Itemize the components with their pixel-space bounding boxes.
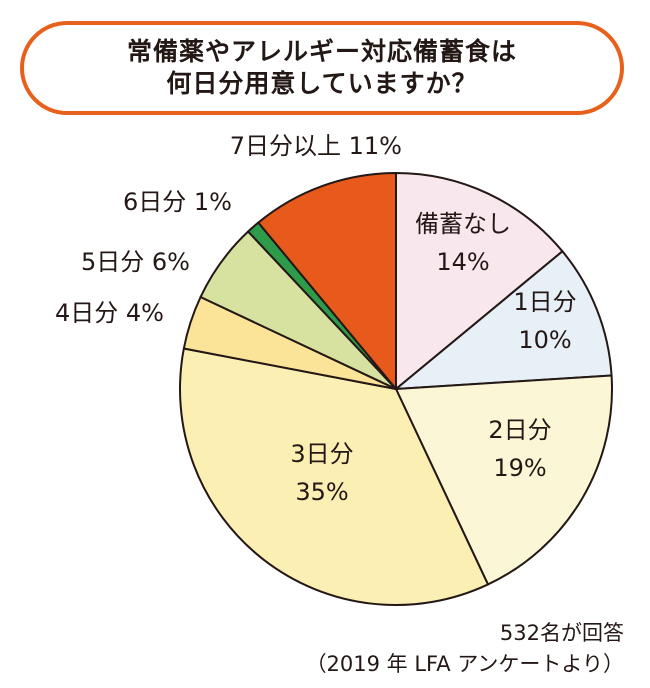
- pie-slice-2: [395, 374, 613, 586]
- title-line-1: 常備薬やアレルギー対応備蓄食は: [126, 37, 517, 66]
- respondent-count: 532名が回答: [499, 621, 624, 645]
- source-note: （2019 年 LFA アンケートより）: [305, 652, 624, 676]
- pie-slice-1: [395, 250, 613, 390]
- title-line-2: 何日分用意していますか？: [166, 69, 478, 98]
- slice-label-5: 5日分 6%: [81, 248, 190, 276]
- slice-percent-0: 14%: [436, 248, 489, 276]
- slice-percent-1: 10%: [518, 326, 571, 354]
- pie-slice-0: [395, 172, 564, 390]
- slice-label-2: 2日分: [488, 416, 551, 444]
- title-box: 常備薬やアレルギー対応備蓄食は 何日分用意していますか？: [20, 21, 624, 115]
- pie-slice-3: [179, 347, 489, 606]
- slice-label-0: 備蓄なし: [415, 210, 511, 238]
- slice-label-6: 6日分 1%: [123, 188, 232, 216]
- slice-label-1: 1日分: [513, 288, 576, 316]
- slice-label-3: 3日分: [290, 440, 353, 468]
- pie-slice-7: [257, 172, 397, 390]
- slice-percent-2: 19%: [493, 454, 546, 482]
- slice-label-4: 4日分 4%: [55, 299, 164, 327]
- slice-label-7: 7日分以上 11%: [230, 132, 402, 160]
- slice-percent-3: 35%: [295, 478, 348, 506]
